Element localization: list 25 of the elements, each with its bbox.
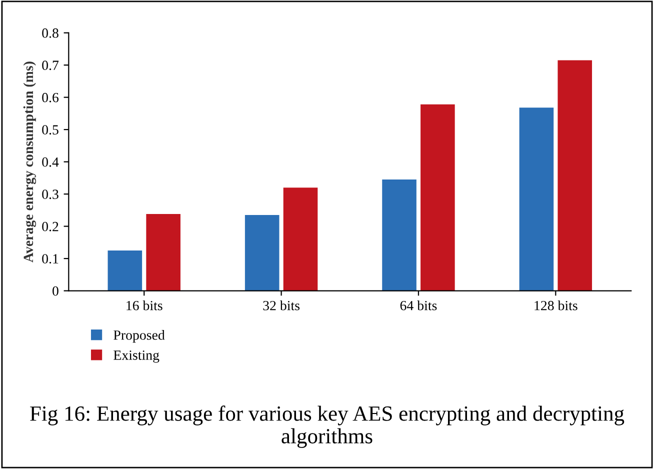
y-tick-label: 0.2: [42, 222, 58, 232]
y-tick-label: 0.5: [42, 125, 58, 135]
legend-label: Proposed: [114, 330, 165, 343]
y-tick-label: 0.6: [42, 92, 59, 102]
x-tick-label: 64 bits: [400, 300, 437, 310]
bar: [244, 215, 280, 291]
x-tick-label: 16 bits: [126, 300, 162, 310]
bar: [558, 60, 592, 291]
y-axis-title: Average energy consumption (ms): [23, 62, 36, 262]
caption: Fig 16: Energy usage for various key AES encrypting and decrypting algorithms: [30, 406, 624, 448]
y-tick-label: 0.8: [42, 28, 58, 38]
legend-label: Existing: [114, 350, 160, 363]
y-tick-label: 0.4: [42, 157, 59, 167]
y-tick-label: 0.1: [42, 254, 58, 264]
bar: [108, 250, 142, 291]
y-tick-label: 0: [52, 286, 58, 296]
bar: [420, 104, 455, 291]
y-tick-label: 0.3: [42, 190, 58, 200]
y-tick-label: 0.7: [42, 60, 59, 70]
bar: [382, 180, 416, 291]
x-tick-label: 128 bits: [534, 300, 578, 310]
bar: [146, 214, 180, 291]
bar: [283, 188, 318, 291]
x-tick-label: 32 bits: [263, 300, 300, 310]
bar: [519, 108, 554, 291]
